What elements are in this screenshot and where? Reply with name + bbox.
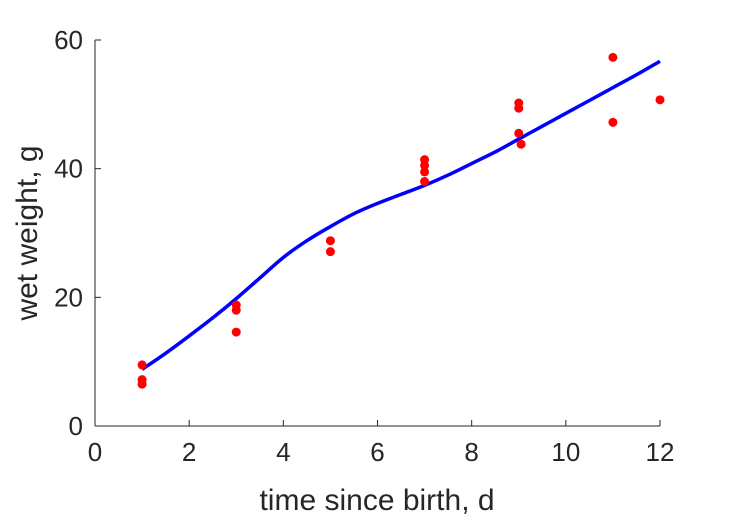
fit-line-layer (141, 59, 661, 371)
data-point (516, 139, 526, 149)
x-tick-label: 2 (182, 437, 196, 467)
data-point (608, 117, 618, 127)
x-tick-label: 8 (464, 437, 478, 467)
y-tick-label: 60 (54, 25, 83, 55)
data-point (137, 379, 147, 389)
data-point (655, 95, 665, 105)
data-point (231, 327, 241, 337)
x-axis-label: time since birth, d (259, 484, 494, 517)
x-tick-label: 6 (370, 437, 384, 467)
y-tick-label: 20 (54, 282, 83, 312)
x-tick-label: 12 (646, 437, 675, 467)
y-tick-label: 0 (69, 411, 83, 441)
fit-line (141, 59, 661, 371)
data-point (231, 305, 241, 315)
data-point (420, 167, 430, 177)
data-point (325, 247, 335, 257)
data-point (420, 160, 430, 170)
x-tick-label: 0 (88, 437, 102, 467)
points-layer (137, 52, 665, 389)
axes (94, 40, 660, 427)
ticks: 0 2 4 6 8 10 12 0 20 40 60 (54, 25, 674, 467)
y-axis-label: wet weight, g (11, 145, 44, 321)
data-point (137, 360, 147, 370)
x-tick-label: 10 (551, 437, 580, 467)
data-point (514, 128, 524, 138)
y-tick-label: 40 (54, 154, 83, 184)
data-point (608, 52, 618, 62)
data-point (420, 177, 430, 187)
data-point (325, 236, 335, 246)
x-tick-label: 4 (276, 437, 290, 467)
data-point (514, 103, 524, 113)
